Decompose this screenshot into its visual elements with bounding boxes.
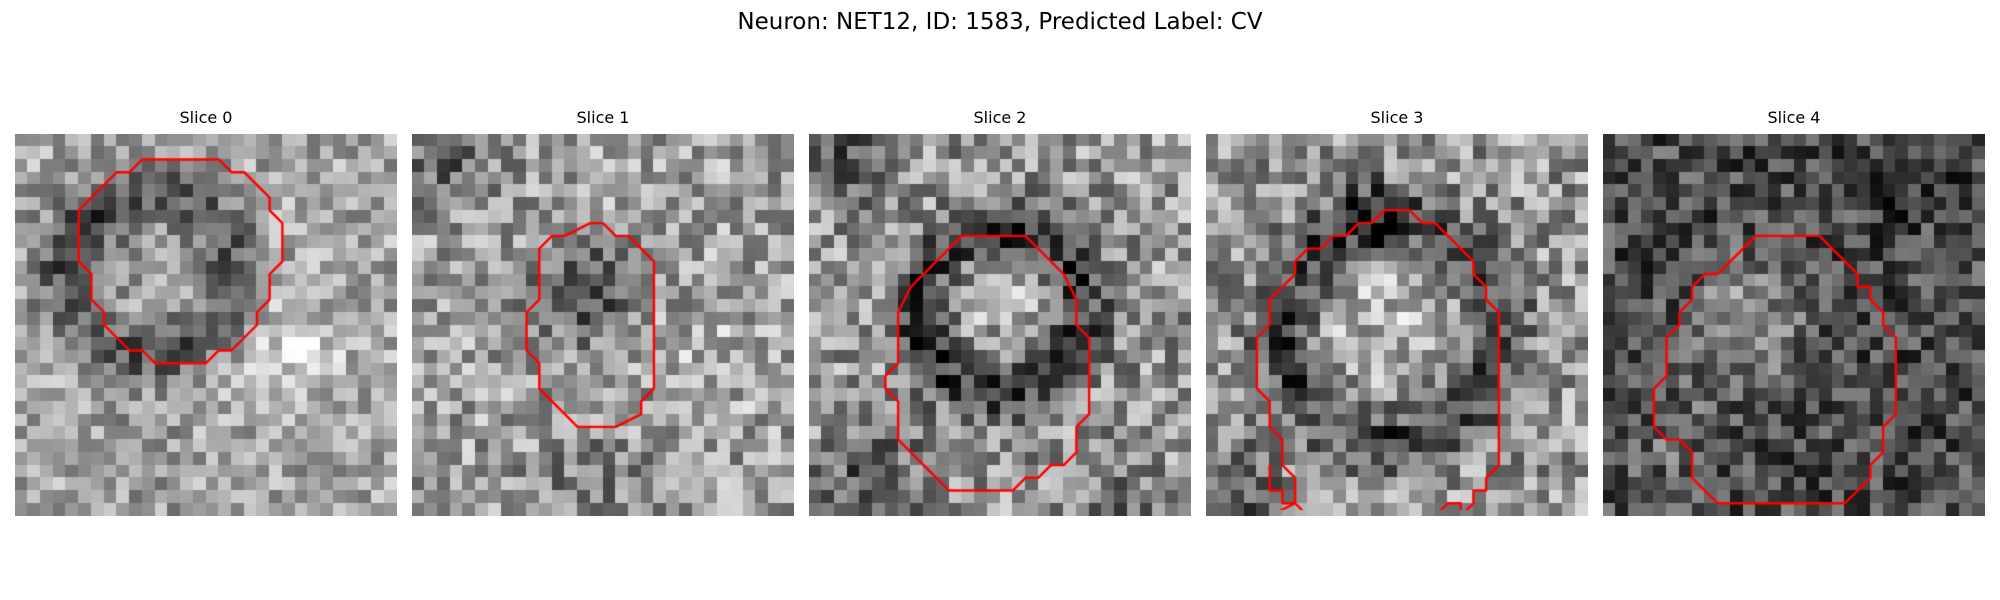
slice-image [412,134,794,516]
slice-image [15,134,397,516]
slice-canvas [1206,134,1588,516]
slice-canvas [412,134,794,516]
panel-slice-3: Slice 3 [1206,108,1588,516]
slice-image [1603,134,1985,516]
panel-title: Slice 3 [1370,108,1424,127]
panel-title: Slice 4 [1767,108,1821,127]
panel-slice-2: Slice 2 [809,108,1191,516]
slice-canvas [15,134,397,516]
panel-slice-1: Slice 1 [412,108,794,516]
figure-title: Neuron: NET12, ID: 1583, Predicted Label… [737,9,1263,35]
slice-canvas [809,134,1191,516]
slice-image [809,134,1191,516]
slice-canvas [1603,134,1985,516]
panel-title: Slice 2 [973,108,1027,127]
panel-title: Slice 0 [179,108,233,127]
slice-image [1206,134,1588,516]
panel-title: Slice 1 [576,108,630,127]
panel-slice-0: Slice 0 [15,108,397,516]
panel-slice-4: Slice 4 [1603,108,1985,516]
